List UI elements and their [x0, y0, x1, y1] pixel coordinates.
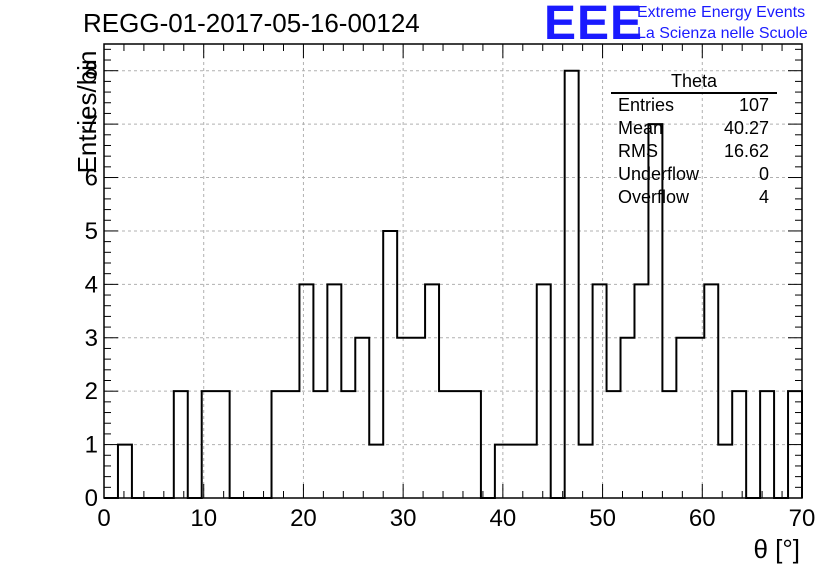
- y-tick-label: 4: [85, 271, 98, 298]
- histogram-bin: [523, 445, 537, 498]
- stats-title: Theta: [611, 70, 777, 94]
- stats-label: Underflow: [618, 164, 700, 184]
- histogram-bin: [118, 445, 132, 498]
- y-tick-label: 5: [85, 218, 98, 245]
- x-tick-label: 30: [390, 505, 417, 532]
- histogram-bin: [383, 231, 397, 498]
- histogram-bin: [621, 338, 635, 498]
- stats-row-rms: RMS 16.62: [611, 140, 777, 163]
- stats-row-mean: Mean 40.27: [611, 117, 777, 140]
- y-tick-label: 7: [85, 111, 98, 138]
- y-tick-label: 0: [85, 485, 98, 512]
- histogram-bin: [355, 338, 369, 498]
- chart-title: REGG-01-2017-05-16-00124: [83, 8, 420, 38]
- stats-row-entries: Entries 107: [611, 94, 777, 117]
- plot-frame: [103, 43, 803, 499]
- histogram-bin: [341, 391, 355, 498]
- stats-row-overflow: Overflow 4: [611, 186, 777, 209]
- x-tick-label: 40: [490, 505, 517, 532]
- stats-label: Mean: [618, 118, 664, 138]
- x-tick-label: 0: [97, 505, 110, 532]
- x-axis-label: θ [°]: [753, 534, 800, 564]
- y-tick-label: 6: [85, 165, 98, 192]
- x-tick-label: 10: [190, 505, 217, 532]
- histogram-bin: [299, 284, 313, 498]
- y-tick-label: 1: [85, 432, 98, 459]
- histogram-bin: [174, 391, 188, 498]
- histogram-bin: [718, 445, 732, 498]
- x-tick-label: 60: [689, 505, 716, 532]
- axes: [103, 43, 803, 499]
- histogram-bin: [369, 445, 383, 498]
- stats-label: Overflow: [618, 187, 690, 207]
- stats-value: 16.62: [723, 141, 769, 161]
- stats-value: 107: [738, 95, 769, 115]
- histogram-step-line: [104, 69, 803, 499]
- histogram-bin: [495, 445, 509, 498]
- stats-value: 0: [758, 164, 769, 184]
- y-axis-label: Entries/bin: [72, 51, 102, 174]
- stats-box: Theta Entries 107 Mean 40.27 RMS 16.62 U…: [611, 70, 777, 209]
- logo-tagline-2: La Scienza nelle Scuole: [637, 25, 808, 42]
- y-tick-label: 2: [85, 378, 98, 405]
- x-tick-label: 70: [789, 505, 816, 532]
- x-tick-label: 50: [589, 505, 616, 532]
- histogram-bin: [676, 338, 690, 498]
- stats-value: 4: [758, 187, 769, 207]
- histogram-bin: [411, 338, 425, 498]
- histogram-bin: [216, 391, 230, 498]
- stats-value: 40.27: [723, 118, 769, 138]
- histogram-bin: [579, 445, 593, 498]
- eee-logo: EEE: [544, 0, 644, 50]
- histogram-bin: [509, 445, 523, 498]
- logo-tagline-1: Extreme Energy Events: [637, 4, 806, 21]
- y-tick-label: 8: [85, 58, 98, 85]
- histogram-bin: [397, 338, 411, 498]
- stats-label: RMS: [618, 141, 658, 161]
- y-tick-label: 3: [85, 325, 98, 352]
- stats-row-underflow: Underflow 0: [611, 163, 777, 186]
- stats-label: Entries: [618, 95, 675, 115]
- histogram-series: [104, 69, 803, 499]
- x-tick-label: 20: [290, 505, 317, 532]
